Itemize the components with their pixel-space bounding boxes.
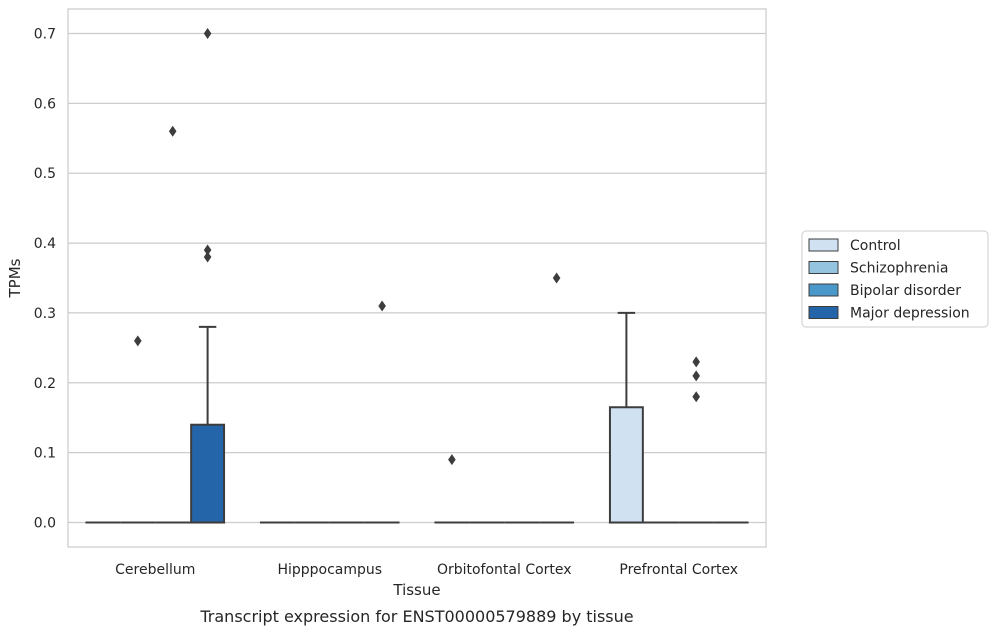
legend-label: Schizophrenia: [850, 261, 948, 277]
outlier-point: [203, 244, 212, 256]
legend-swatch: [808, 306, 839, 319]
y-axis-label: TPMs: [6, 258, 24, 298]
legend-swatch: [808, 238, 839, 252]
y-tick-label: 0.2: [34, 376, 56, 392]
y-tick-label: 0.4: [34, 236, 56, 252]
x-tick-label: Cerebellum: [115, 562, 195, 578]
x-tick-label: Hipppocampus: [277, 562, 382, 578]
x-tick-labels: Cerebellum Hipppocampus Orbitofontal Corte…: [115, 562, 738, 578]
outlier-point: [552, 272, 561, 284]
legend-frame: [801, 230, 989, 328]
legend-label: Major depression: [850, 306, 970, 322]
box-major-depression: [364, 300, 400, 524]
legend-swatch: [808, 283, 839, 297]
box-body: [608, 406, 644, 524]
outlier-point: [692, 370, 700, 382]
y-tick-label: 0.1: [34, 446, 56, 462]
box-groups: [85, 27, 749, 524]
y-gridlines: [68, 32, 766, 524]
box-body: [190, 423, 226, 524]
outlier-point: [448, 454, 456, 466]
chart-caption: Transcript expression for ENST0000057988…: [199, 607, 633, 626]
x-axis-label: Tissue: [392, 581, 440, 599]
legend-swatch: [808, 261, 839, 274]
y-tick-label: 0.0: [34, 516, 56, 532]
box-bipolar-disorder: [678, 356, 714, 524]
plot-frame: [67, 8, 767, 548]
x-tick-label: Prefrontal Cortex: [619, 562, 738, 578]
outlier-point: [203, 251, 212, 263]
legend[interactable]: Control Schizophrenia Bipolar disorder Majo…: [801, 230, 989, 328]
y-tick-label: 0.5: [34, 166, 56, 182]
outlier-point: [692, 356, 700, 368]
box-control: [608, 311, 644, 524]
box-bipolar-disorder: [155, 125, 191, 524]
x-tick-label: Orbitofontal Cortex: [437, 562, 572, 578]
y-tick-label: 0.3: [34, 306, 56, 322]
y-tick-label: 0.6: [34, 96, 56, 112]
y-tick-label: 0.7: [34, 26, 56, 42]
legend-label: Control: [850, 238, 901, 254]
outlier-point: [378, 300, 386, 312]
outlier-point: [134, 335, 142, 347]
box-major-depression: [190, 27, 226, 524]
box-control: [434, 454, 470, 524]
outlier-point: [692, 391, 700, 403]
outlier-point: [203, 27, 212, 39]
legend-label: Bipolar disorder: [850, 283, 961, 299]
y-tick-labels: 0.0 0.1 0.2 0.3 0.4 0.5 0.6 0.7: [34, 26, 56, 531]
box-schizophrenia: [120, 335, 156, 524]
box-major-depression: [539, 272, 575, 524]
outlier-point: [168, 125, 177, 137]
